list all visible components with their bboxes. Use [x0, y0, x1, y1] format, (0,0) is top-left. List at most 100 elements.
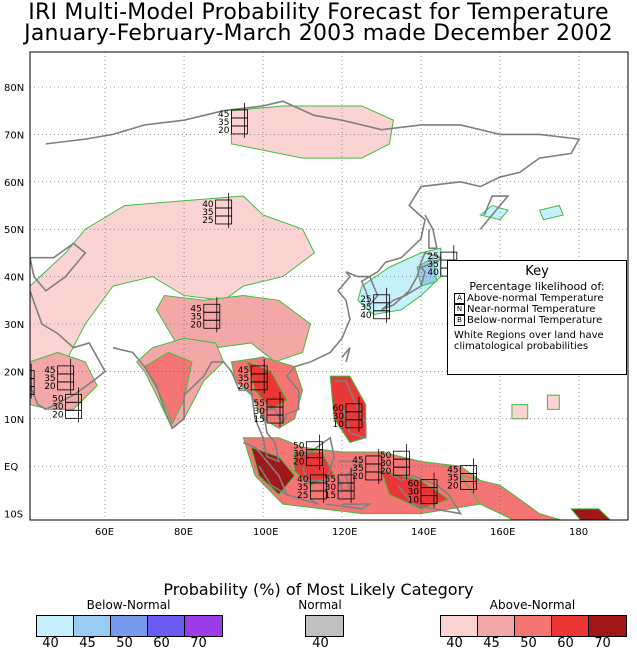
legend-above-swatches [440, 615, 627, 637]
station-value: 60 [333, 404, 345, 414]
lat-tick-label: 10N [4, 415, 24, 426]
lon-tick-label: 140E [411, 527, 436, 538]
station-value: 20 [190, 320, 202, 330]
legend-tick: 60 [153, 636, 170, 651]
station-value: 25 [202, 216, 213, 226]
lon-tick-label: 180 [569, 527, 588, 538]
station-value: 60 [408, 480, 420, 490]
station-value: 10 [333, 420, 345, 430]
station-value: 25 [297, 491, 308, 501]
legend-above-label: Above-Normal [489, 598, 576, 612]
station-value: 20 [5, 387, 17, 397]
station-value: 45 [447, 465, 458, 475]
key-line-text: Below-normal Temperature [467, 315, 603, 326]
key-subtitle: Percentage likelihood of: [469, 280, 605, 293]
legend-below-label: Below-Normal [86, 598, 171, 612]
station-value: 20 [352, 472, 364, 482]
legend-below-swatches [36, 615, 223, 637]
station-value: 35 [427, 260, 438, 270]
lon-tick-label: 60E [95, 527, 114, 538]
station-value: 40 [297, 475, 309, 485]
station-value: 20 [238, 382, 250, 392]
legend-tick: 50 [520, 636, 537, 651]
key-letter-box-icon: B [454, 315, 465, 326]
legend-tick: 40 [42, 636, 59, 651]
station-value: 20 [52, 410, 64, 420]
legend-tick: 45 [79, 636, 96, 651]
station-value: 35 [190, 312, 201, 322]
legend-tick: 40 [446, 636, 463, 651]
latitude-labels: 80N 70N 60N 50N 40N 30N 20N 10N EQ 10S [4, 83, 24, 521]
legend-title: Probability (%) of Most Likely Category [163, 580, 474, 599]
station-value: 40 [202, 200, 214, 210]
lon-tick-label: 100E [253, 527, 278, 538]
legend-swatch [74, 616, 111, 636]
lat-tick-label: EQ [4, 462, 18, 473]
key-line-normal: N Near-normal Temperature [454, 304, 626, 315]
station-value: 20 [218, 126, 230, 136]
station-value: 20 [293, 458, 305, 468]
legend-normal-label: Normal [298, 598, 342, 612]
station-value: 30 [293, 450, 305, 460]
legend-swatch [589, 616, 626, 636]
station-value: 40 [360, 311, 372, 321]
key-letter-box-icon: N [454, 304, 465, 315]
legend-swatch [111, 616, 148, 636]
legend-swatch [515, 616, 552, 636]
legend-swatch [478, 616, 515, 636]
key-box: Key Percentage likelihood of: A Above-no… [447, 260, 627, 375]
station-value: 35 [202, 208, 213, 218]
legend-swatch [441, 616, 478, 636]
legend-below-ticks: 40 45 50 60 70 [32, 636, 217, 651]
station-value: 35 [297, 483, 308, 493]
legend-swatch [552, 616, 589, 636]
map-title-line1: IRI Multi-Model Probability Forecast for… [28, 0, 609, 25]
station-value: 55 [254, 399, 265, 409]
station-value: 50 [52, 394, 64, 404]
key-line-text: Above-normal Temperature [467, 293, 604, 304]
key-note: White Regions over land have climatologi… [454, 330, 604, 352]
station-value: 30 [52, 402, 64, 412]
station-value: 30 [408, 488, 420, 498]
lat-tick-label: 20N [4, 367, 24, 378]
station-value: 45 [352, 456, 363, 466]
station-value: 50 [380, 451, 392, 461]
station-value: 25 [360, 295, 371, 305]
station-value: 30 [325, 483, 337, 493]
legend-tick: 70 [190, 636, 207, 651]
longitude-labels: 60E 80E 100E 120E 140E 160E 180 [95, 527, 588, 538]
legend-tick: 50 [116, 636, 133, 651]
key-title: Key [525, 264, 549, 279]
station-value: 45 [44, 366, 55, 376]
lat-tick-label: 60N [4, 178, 24, 189]
lat-tick-label: 50N [4, 225, 24, 236]
station-value: 35 [447, 473, 458, 483]
lat-tick-label: 10S [4, 510, 23, 521]
lat-tick-label: 30N [4, 320, 24, 331]
lon-tick-label: 120E [332, 527, 357, 538]
map-frame [29, 51, 629, 521]
coastlines [30, 100, 581, 515]
station-value: 35 [218, 118, 229, 128]
station-value: 40 [427, 268, 439, 278]
legend-swatch [37, 616, 74, 636]
legend-swatch [148, 616, 185, 636]
station-boxes: 4535204035252535402535404535204535204535… [5, 102, 477, 508]
key-letter-box-icon: A [454, 293, 465, 304]
